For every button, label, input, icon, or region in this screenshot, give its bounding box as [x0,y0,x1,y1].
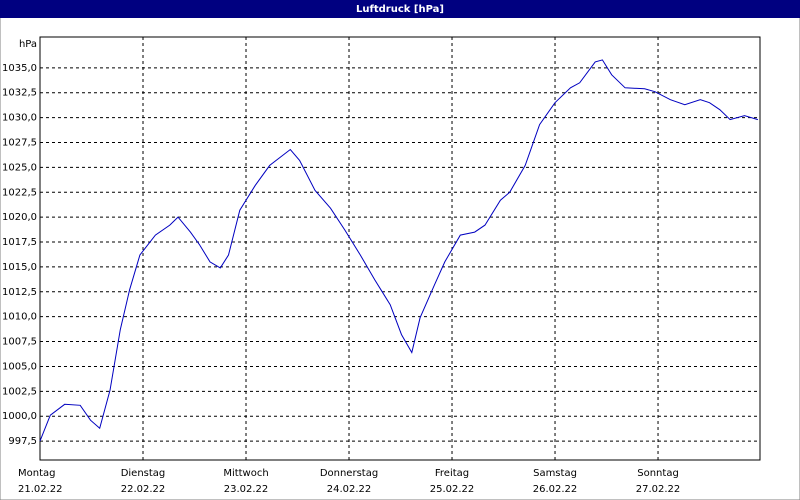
y-tick-label: 997,5 [8,436,37,447]
plot-area [39,36,761,461]
chart-title: Luftdruck [hPa] [356,4,444,15]
y-tick-label: 1032,5 [2,88,37,99]
y-tick-label: 1012,5 [2,287,37,298]
y-tick-label: 1015,0 [2,262,37,273]
y-tick-label: 1035,0 [2,63,37,74]
x-tick-date: 21.02.22 [18,484,63,495]
x-tick-label: Sonntag [637,468,679,479]
x-tick-label: Montag [18,468,55,479]
y-tick-label: 1017,5 [2,237,37,248]
x-tick-label: Mittwoch [223,468,268,479]
x-tick-label: Dienstag [121,468,166,479]
y-tick-label: 1027,5 [2,138,37,149]
y-tick-label: 1010,0 [2,312,37,323]
title-bar [0,0,800,18]
y-tick-label: 1025,0 [2,162,37,173]
x-tick-date: 26.02.22 [533,484,578,495]
y-tick-label: 1005,0 [2,361,37,372]
x-tick-label: Freitag [435,468,469,479]
y-tick-label: 1007,5 [2,337,37,348]
y-axis-label: hPa [19,39,37,50]
x-tick-date: 22.02.22 [121,484,166,495]
y-tick-label: 1002,5 [2,386,37,397]
y-tick-label: 1030,0 [2,113,37,124]
y-tick-label: 1000,0 [2,411,37,422]
x-tick-date: 23.02.22 [224,484,269,495]
pressure-line [39,59,759,442]
y-tick-label: 1020,0 [2,212,37,223]
y-tick-label: 1022,5 [2,187,37,198]
x-tick-date: 25.02.22 [430,484,475,495]
x-tick-label: Donnerstag [320,468,378,479]
x-tick-label: Samstag [533,468,577,479]
x-tick-date: 24.02.22 [327,484,372,495]
x-tick-date: 27.02.22 [636,484,681,495]
